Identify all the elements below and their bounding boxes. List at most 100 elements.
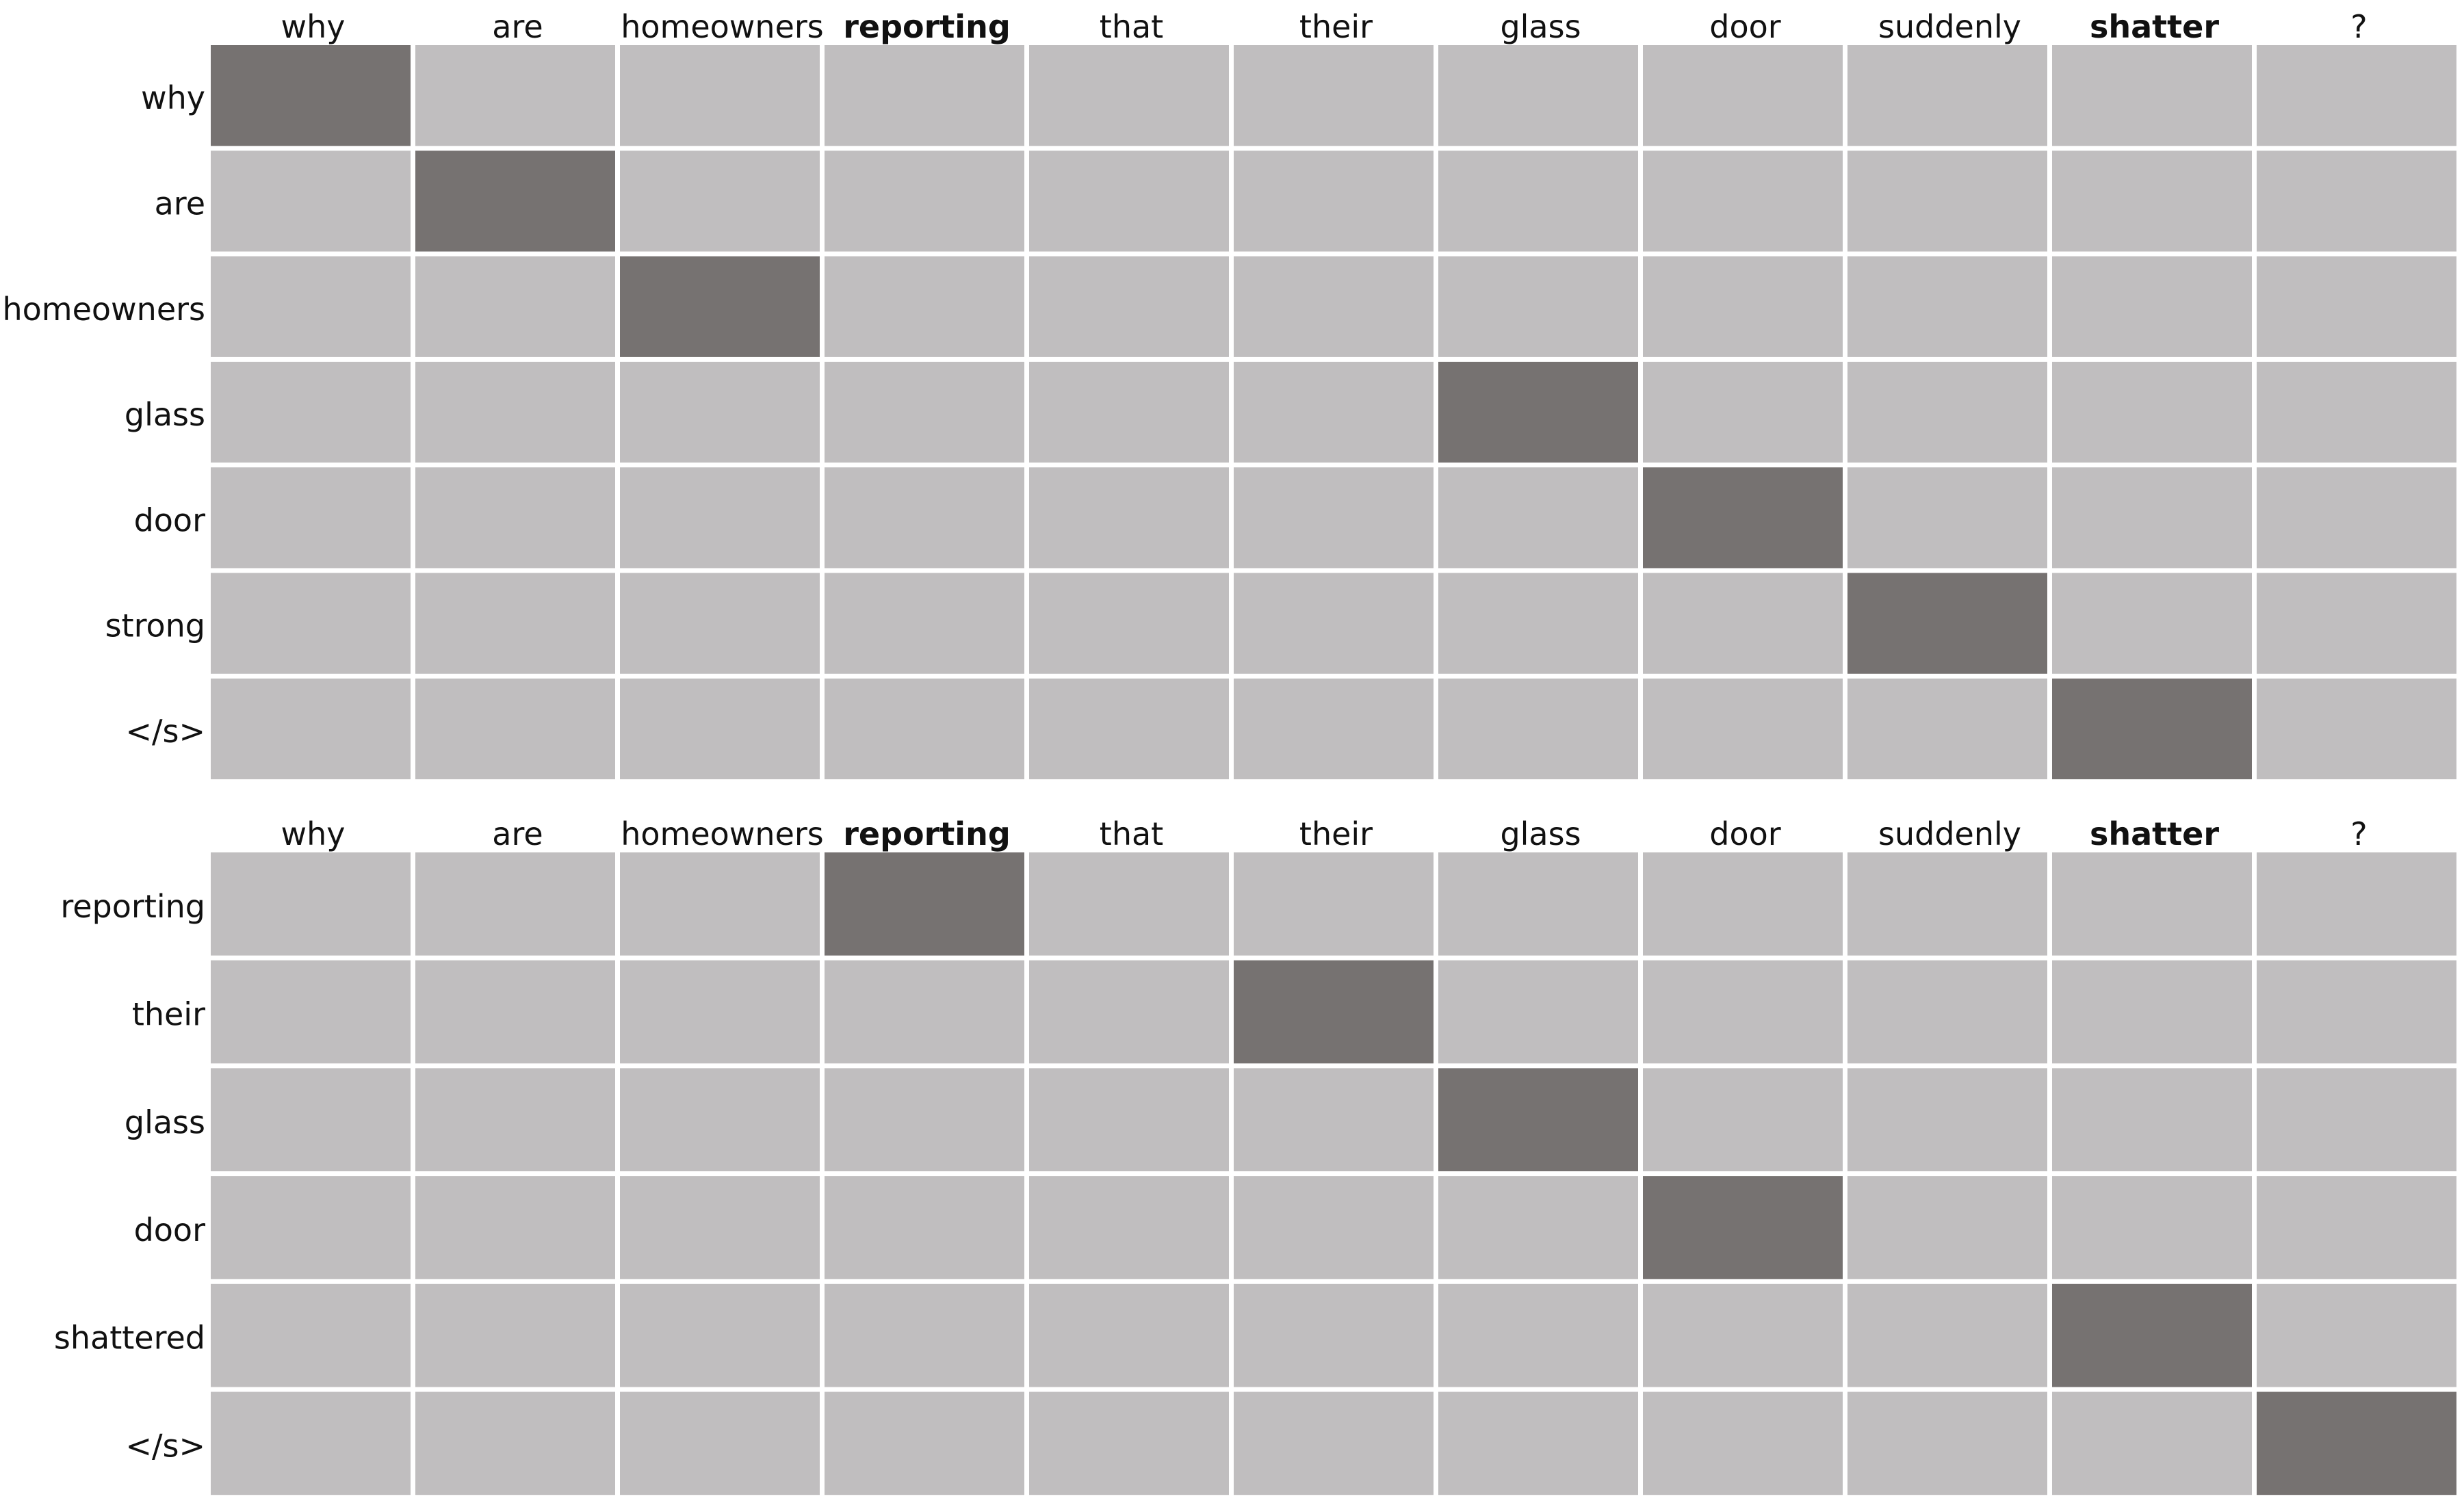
heatmap-cell <box>1438 467 1638 568</box>
heatmap-cell <box>1847 1391 2047 1495</box>
heatmap-cell <box>825 1068 1024 1172</box>
heatmap-top: why are homeowners reporting that their glass d… <box>2 8 2456 780</box>
heatmap-cell <box>415 1391 615 1495</box>
heatmap-cell <box>1643 1391 1843 1495</box>
heatmap-cell <box>825 151 1024 252</box>
heatmap-cell <box>620 256 820 357</box>
heatmap-cell <box>1234 1283 1434 1387</box>
heatmap-cell <box>1234 960 1434 1064</box>
heatmap-cell <box>1234 361 1434 463</box>
heatmap-cell <box>415 1283 615 1387</box>
column-label: glass <box>1500 815 1581 852</box>
heatmap-cell <box>1234 45 1434 146</box>
heatmap-cell <box>2257 361 2456 463</box>
heatmap-cell <box>1029 1391 1229 1495</box>
heatmap-cell <box>1234 256 1434 357</box>
heatmap-cell <box>211 1391 411 1495</box>
heatmap-cell <box>1029 678 1229 780</box>
heatmap-cell <box>415 1176 615 1279</box>
heatmap-cell <box>1847 852 2047 956</box>
row-label: are <box>155 185 205 222</box>
heatmap-cell <box>1847 256 2047 357</box>
row-label: strong <box>105 607 205 644</box>
heatmap-cell <box>1234 467 1434 568</box>
heatmap-cell <box>2052 573 2252 674</box>
heatmap-cell <box>2052 1283 2252 1387</box>
heatmap-cell <box>415 960 615 1064</box>
column-label: why <box>281 815 346 852</box>
heatmap-cell <box>1847 1283 2047 1387</box>
heatmap-cell <box>1029 1176 1229 1279</box>
heatmap-cell <box>1234 573 1434 674</box>
heatmap-cell <box>1029 573 1229 674</box>
heatmap-cell <box>211 1176 411 1279</box>
heatmap-cell <box>825 960 1024 1064</box>
heatmap-cell <box>620 852 820 956</box>
heatmap-cell <box>2052 1391 2252 1495</box>
heatmap-cell <box>825 1283 1024 1387</box>
column-label: homeowners <box>621 8 824 45</box>
heatmap-cell <box>1847 678 2047 780</box>
heatmap-cell <box>1643 151 1843 252</box>
heatmap-cell <box>2257 1391 2456 1495</box>
heatmap-cell <box>211 1068 411 1172</box>
heatmap-cell <box>2052 256 2252 357</box>
heatmap-cell <box>1029 151 1229 252</box>
heatmap-cell <box>1234 1391 1434 1495</box>
heatmap-cell <box>620 1283 820 1387</box>
heatmap-cell <box>620 45 820 146</box>
heatmap-cell <box>1438 45 1638 146</box>
heatmap-cell <box>415 678 615 780</box>
column-label: door <box>1709 815 1780 852</box>
heatmap-cell <box>1643 1068 1843 1172</box>
heatmap-cell <box>2257 573 2456 674</box>
heatmap-cell <box>620 573 820 674</box>
column-label: their <box>1299 8 1373 45</box>
heatmap-cell <box>620 1391 820 1495</box>
heatmap-cell <box>211 678 411 780</box>
row-label: glass <box>125 396 205 433</box>
heatmap-cell <box>1234 852 1434 956</box>
column-label: glass <box>1500 8 1581 45</box>
column-label: are <box>492 8 543 45</box>
heatmap-cell <box>415 573 615 674</box>
heatmap-cell <box>2257 1068 2456 1172</box>
heatmap-cell <box>2257 1176 2456 1279</box>
column-label: homeowners <box>621 815 824 852</box>
heatmap-cell <box>2257 678 2456 780</box>
heatmap-cell <box>1438 573 1638 674</box>
heatmap-cell <box>1643 960 1843 1064</box>
column-label: that <box>1100 815 1163 852</box>
heatmap-cell <box>1438 1391 1638 1495</box>
heatmap-cell <box>2052 852 2252 956</box>
row-label: </s> <box>125 1427 205 1464</box>
heatmap-cell <box>415 1068 615 1172</box>
heatmap-cell <box>211 573 411 674</box>
heatmap-cell <box>415 852 615 956</box>
column-label: that <box>1100 8 1163 45</box>
heatmap-bottom: why are homeowners reporting that their glass d… <box>54 815 2456 1495</box>
heatmap-cell <box>2257 1283 2456 1387</box>
heatmap-cell <box>1029 467 1229 568</box>
heatmap-cell <box>2052 151 2252 252</box>
heatmap-cell <box>1438 1068 1638 1172</box>
heatmap-cell <box>825 1176 1024 1279</box>
heatmap-cell <box>1029 361 1229 463</box>
heatmap-cell <box>1029 852 1229 956</box>
heatmap-cell <box>825 1391 1024 1495</box>
heatmap-cell <box>1847 361 2047 463</box>
column-label: ? <box>2350 8 2367 45</box>
heatmap-cell <box>620 151 820 252</box>
row-label: shattered <box>54 1320 205 1357</box>
column-label: suddenly <box>1878 8 2021 45</box>
heatmap-cell <box>1847 573 2047 674</box>
heatmap-cell <box>1438 1283 1638 1387</box>
heatmap-cell <box>1234 1176 1434 1279</box>
heatmap-cell <box>2052 960 2252 1064</box>
heatmap-cell <box>620 1068 820 1172</box>
heatmap-cell <box>1847 45 2047 146</box>
column-label: shatter <box>2090 815 2219 852</box>
heatmap-cell <box>2052 361 2252 463</box>
heatmap-cell <box>1234 151 1434 252</box>
heatmap-cell <box>211 151 411 252</box>
